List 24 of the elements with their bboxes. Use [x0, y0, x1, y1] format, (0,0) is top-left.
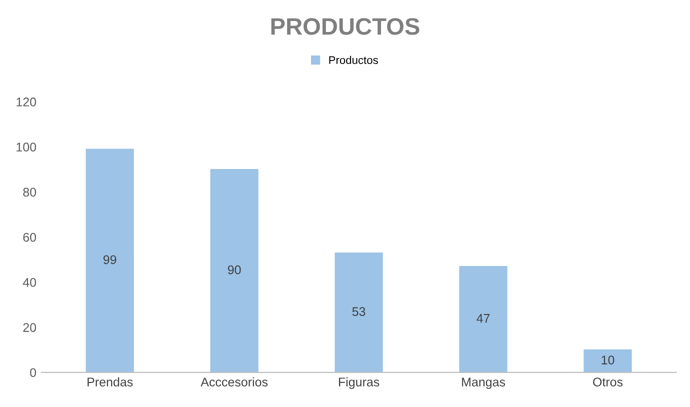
x-tick-label: Mangas: [462, 378, 506, 389]
data-label: 53: [352, 307, 366, 316]
data-label: 47: [476, 314, 490, 323]
y-tick-label: 0: [30, 368, 36, 378]
bar: [334, 252, 383, 372]
chart-title: PRODUCTOS: [271, 18, 420, 35]
bar: [584, 349, 632, 372]
bar: [459, 266, 508, 372]
x-tick-label: Otros: [593, 378, 623, 386]
legend-label: Productos: [329, 56, 378, 64]
y-tick-label: 100: [16, 142, 36, 152]
y-tick-label: 120: [16, 98, 36, 106]
x-tick-label: Prendas: [88, 377, 133, 386]
bar: [210, 168, 258, 372]
x-tick-label: Figuras: [338, 377, 380, 389]
y-tick-label: 40: [22, 278, 36, 287]
y-tick-label: 80: [23, 188, 36, 197]
x-tick-label: Acccesorios: [200, 377, 268, 386]
data-label: 90: [228, 265, 241, 274]
data-label: 10: [602, 356, 614, 364]
data-label: 99: [103, 255, 116, 264]
y-tick-label: 60: [23, 232, 36, 242]
y-tick-label: 20: [23, 323, 36, 332]
bar: [86, 148, 134, 372]
